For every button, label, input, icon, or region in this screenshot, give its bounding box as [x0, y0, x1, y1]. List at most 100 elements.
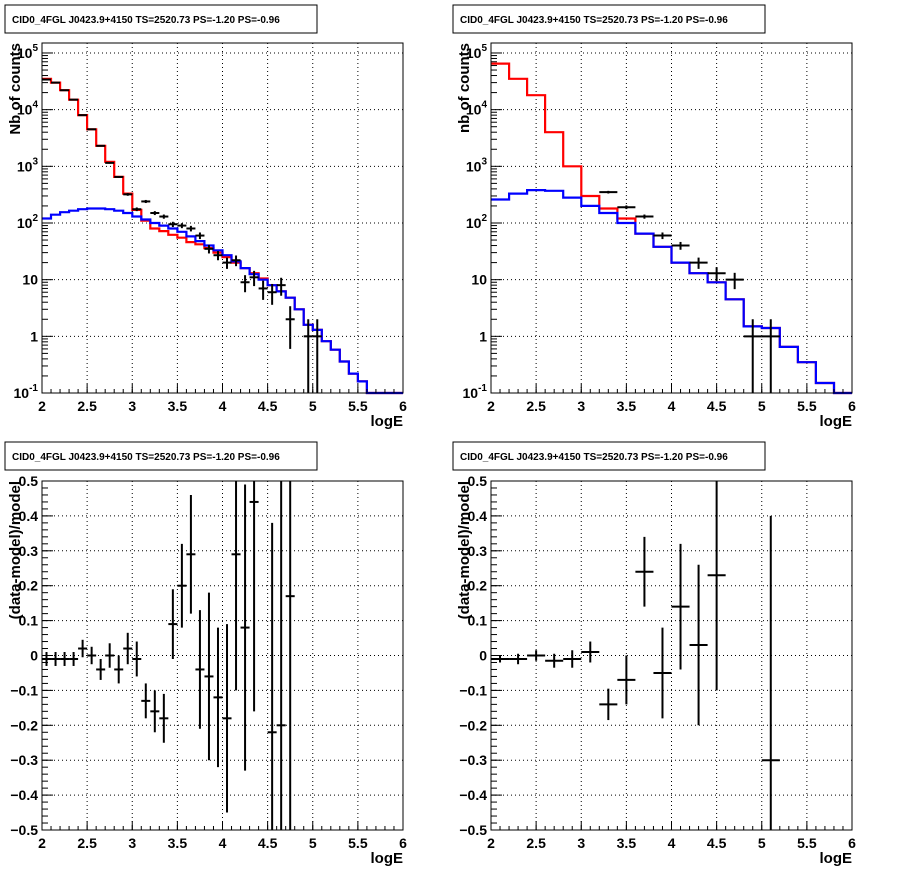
x-axis-label: logE — [371, 850, 404, 867]
y-tick-label: 105 — [466, 43, 488, 61]
plot-area — [491, 43, 852, 393]
y-tick-exponent: 4 — [481, 100, 487, 111]
data-point — [159, 214, 169, 219]
x-tick-label: 4 — [219, 398, 227, 414]
x-tick-label: 3 — [128, 398, 136, 414]
y-axis: −0.5 −0.4 −0.3 −0.2 −0.1 0 0.1 0.2 0.3 0.4 0.5 — [10, 473, 53, 838]
data-point — [114, 175, 124, 178]
y-tick-base: 10 — [471, 272, 487, 288]
data-point — [491, 655, 510, 663]
x-tick-label: 2.5 — [526, 835, 546, 851]
y-tick-base: 1 — [30, 328, 38, 344]
data-point — [267, 522, 277, 830]
y-tick-exponent: 3 — [481, 156, 487, 167]
data-points — [42, 78, 322, 393]
x-tick-label: 6 — [399, 835, 407, 851]
chart-panel-1: CID0_4FGL J0423.9+4150 TS=2520.73 PS=-1.… — [4, 4, 407, 430]
data-point — [563, 650, 582, 668]
data-point — [123, 632, 133, 665]
data-point — [635, 536, 654, 607]
data-point — [303, 319, 313, 393]
y-tick-base: 10 — [17, 45, 33, 61]
y-tick-base: 10 — [466, 45, 482, 61]
y-tick-label: 10 — [22, 272, 38, 288]
data-point — [186, 494, 196, 614]
y-tick-label: 0 — [30, 648, 38, 664]
y-tick-base: 10 — [14, 385, 30, 401]
x-axis: 2 2.5 3 3.5 4 4.5 5 5.5 6 — [487, 384, 856, 414]
grid — [491, 481, 852, 830]
data-point — [312, 319, 322, 393]
x-tick-label: 2 — [487, 835, 495, 851]
y-tick-label: 0.2 — [468, 578, 488, 594]
x-tick-label: 4 — [668, 398, 676, 414]
y-axis-label: (data-model)/model — [456, 481, 473, 619]
data-point — [186, 225, 196, 232]
title-box — [4, 441, 318, 471]
y-tick-base: 10 — [463, 385, 479, 401]
x-tick-label: 5 — [309, 835, 317, 851]
x-tick-label: 2 — [487, 398, 495, 414]
chart-title: CID0_4FGL J0423.9+4150 TS=2520.73 PS=-1.… — [460, 15, 728, 26]
x-tick-label: 3.5 — [617, 398, 637, 414]
x-tick-label: 3 — [128, 835, 136, 851]
y-tick-label: 102 — [17, 213, 39, 231]
x-axis-label: logE — [371, 413, 404, 430]
data-point — [78, 639, 88, 658]
data-point — [240, 484, 250, 771]
title-box — [452, 441, 766, 471]
data-point — [635, 214, 654, 219]
y-tick-exponent: -1 — [29, 383, 38, 394]
x-tick-label: 5.5 — [348, 398, 368, 414]
x-tick-label: 6 — [848, 398, 856, 414]
x-tick-label: 4.5 — [258, 835, 278, 851]
data-point — [69, 652, 79, 666]
title-box — [4, 4, 318, 34]
y-tick-label: −0.3 — [459, 752, 487, 768]
y-tick-exponent: -1 — [478, 383, 487, 394]
data-point — [96, 144, 106, 147]
x-tick-label: 4 — [219, 835, 227, 851]
data-points — [599, 190, 780, 393]
x-tick-label: 5.5 — [797, 835, 817, 851]
y-tick-label: 104 — [17, 100, 39, 118]
data-point — [150, 690, 160, 733]
data-point — [87, 128, 97, 131]
x-tick-label: 5.5 — [348, 835, 368, 851]
data-point — [222, 257, 232, 269]
data-point — [707, 481, 726, 691]
y-tick-label: 0.1 — [468, 613, 488, 629]
data-point — [725, 272, 744, 290]
histogram-series-source-model — [491, 189, 852, 395]
y-tick-exponent: 4 — [32, 100, 38, 111]
x-tick-label: 4 — [668, 835, 676, 851]
data-point — [599, 688, 618, 721]
data-point — [78, 114, 88, 117]
y-tick-base: 10 — [466, 215, 482, 231]
y-tick-label: 10 — [471, 272, 487, 288]
data-point — [285, 306, 295, 349]
data-point — [527, 650, 546, 661]
data-point — [60, 652, 70, 666]
x-tick-label: 2 — [38, 398, 46, 414]
y-tick-label: 0.4 — [19, 508, 39, 524]
y-tick-base: 10 — [17, 102, 33, 118]
data-point — [276, 481, 286, 830]
data-point — [761, 319, 780, 393]
x-tick-label: 5 — [758, 398, 766, 414]
x-axis-label: logE — [820, 413, 853, 430]
y-tick-label: 0.3 — [19, 543, 39, 559]
title-box — [452, 4, 766, 34]
chart-panel-2: CID0_4FGL J0423.9+4150 TS=2520.73 PS=-1.… — [452, 4, 856, 430]
data-point — [267, 283, 277, 305]
x-axis: 2 2.5 3 3.5 4 4.5 5 5.5 6 — [38, 821, 407, 851]
data-point — [42, 652, 52, 666]
data-point — [51, 652, 61, 666]
y-tick-label: 10-1 — [14, 383, 39, 401]
y-tick-label: 1 — [479, 328, 487, 344]
y-tick-label: −0.2 — [10, 717, 38, 733]
data-point — [599, 190, 618, 194]
grid — [491, 43, 852, 393]
